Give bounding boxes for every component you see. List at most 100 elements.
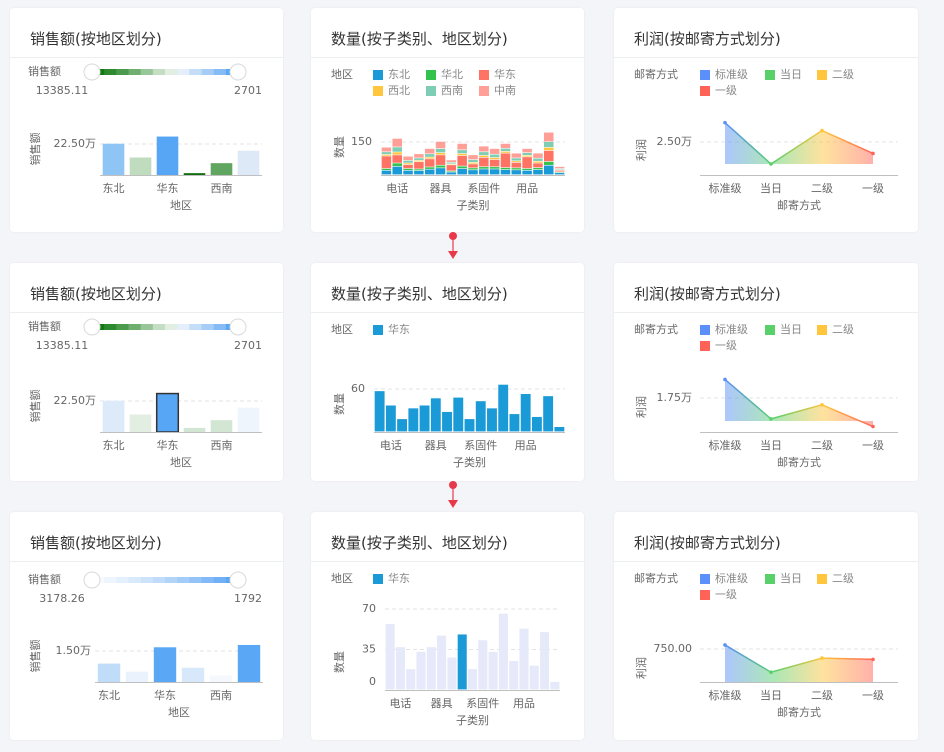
bar-segment[interactable] [468,170,478,175]
bar-segment[interactable] [424,159,435,167]
bar[interactable] [210,420,233,432]
legend-item[interactable]: 二级 [817,323,854,336]
bar-segment[interactable] [381,170,392,175]
bar-segment[interactable] [554,166,565,169]
bar[interactable] [237,644,261,682]
bar[interactable] [129,157,152,175]
bar-segment[interactable] [500,143,511,148]
bar-segment[interactable] [500,151,511,153]
slider-min-handle[interactable] [83,571,101,589]
bar-segment[interactable] [475,401,486,432]
data-point[interactable] [723,377,727,382]
bar-segment[interactable] [403,168,413,170]
bar-segment[interactable] [446,172,457,175]
bar-segment[interactable] [500,169,511,175]
bar-segment[interactable] [479,169,489,175]
bar-segment[interactable] [414,169,424,171]
bar-segment[interactable] [392,138,402,147]
bar-segment[interactable] [403,164,413,169]
bar-segment[interactable] [554,426,565,432]
bar-segment[interactable] [511,161,522,163]
bar-segment[interactable] [533,163,543,168]
bar-segment[interactable] [544,147,554,151]
bar-segment[interactable] [468,162,478,164]
bar[interactable] [210,163,233,175]
bar-segment[interactable] [457,634,467,690]
bar-segment[interactable] [437,635,447,690]
bar-segment[interactable] [435,153,446,155]
bar-segment[interactable] [457,143,467,150]
bar-segment[interactable] [511,158,522,161]
bar-segment[interactable] [381,156,392,169]
bar-segment[interactable] [414,170,424,175]
bar-segment[interactable] [511,153,522,158]
bar-segment[interactable] [500,153,511,168]
legend-item[interactable]: 一级 [700,84,737,97]
bar[interactable] [102,143,125,175]
bar-segment[interactable] [540,632,550,690]
bar-segment[interactable] [408,408,419,432]
bar-segment[interactable] [543,396,554,432]
bar-segment[interactable] [424,148,435,154]
bar-segment[interactable] [435,168,446,175]
bar[interactable] [125,671,149,682]
bar-segment[interactable] [426,647,436,690]
data-point[interactable] [723,120,727,125]
bar-segment[interactable] [414,154,424,158]
bar-segment[interactable] [446,162,457,164]
legend-item[interactable]: 二级 [817,68,854,81]
legend-item[interactable]: 当日 [765,67,802,81]
data-point[interactable] [723,643,727,647]
data-point[interactable] [769,670,773,675]
bar-segment[interactable] [374,391,385,432]
bar-segment[interactable] [489,167,500,169]
data-point[interactable] [769,417,773,421]
legend-item[interactable]: 东北 [373,68,410,81]
bar-segment[interactable] [416,651,426,690]
bar-segment[interactable] [489,169,500,175]
legend-item[interactable]: 西北 [373,84,410,97]
bar-segment[interactable] [403,170,413,175]
bar-segment[interactable] [414,162,424,169]
bar[interactable] [237,150,260,175]
bar-segment[interactable] [442,411,452,432]
bar-segment[interactable] [468,164,478,168]
bar-segment[interactable] [479,167,489,169]
bar-segment[interactable] [468,159,478,163]
bar-segment[interactable] [381,154,392,156]
legend-item[interactable]: 西南 [426,84,463,97]
bar-segment[interactable] [489,159,500,167]
bar-segment[interactable] [392,152,402,155]
bar-segment[interactable] [522,157,532,169]
bar-segment[interactable] [531,416,542,432]
bar[interactable] [183,173,206,175]
bar-segment[interactable] [544,142,554,148]
bar-segment[interactable] [397,419,408,432]
bar-segment[interactable] [381,147,392,152]
bar-segment[interactable] [403,160,413,163]
bar-segment[interactable] [554,168,565,170]
slider-max-handle[interactable] [229,571,247,589]
legend-item[interactable]: 标准级 [700,67,748,81]
slider-min-handle[interactable] [83,63,101,81]
bar-segment[interactable] [419,405,430,432]
data-point[interactable] [820,128,824,133]
bar-segment[interactable] [447,657,457,690]
bar-segment[interactable] [424,167,435,169]
bar-segment[interactable] [385,405,396,432]
slider-max-handle[interactable] [229,318,247,336]
bar[interactable] [183,427,206,432]
bar-segment[interactable] [478,640,488,690]
bar-segment[interactable] [414,158,424,161]
bar-segment[interactable] [414,160,424,162]
bar[interactable] [237,407,260,432]
bar-segment[interactable] [489,154,500,158]
bar-segment[interactable] [487,408,497,432]
bar-segment[interactable] [522,153,532,156]
bar-segment[interactable] [424,154,435,157]
bar[interactable] [181,667,205,682]
bar[interactable] [155,392,180,433]
data-point[interactable] [871,424,875,429]
bar-segment[interactable] [446,171,457,172]
bar-segment[interactable] [522,155,532,157]
